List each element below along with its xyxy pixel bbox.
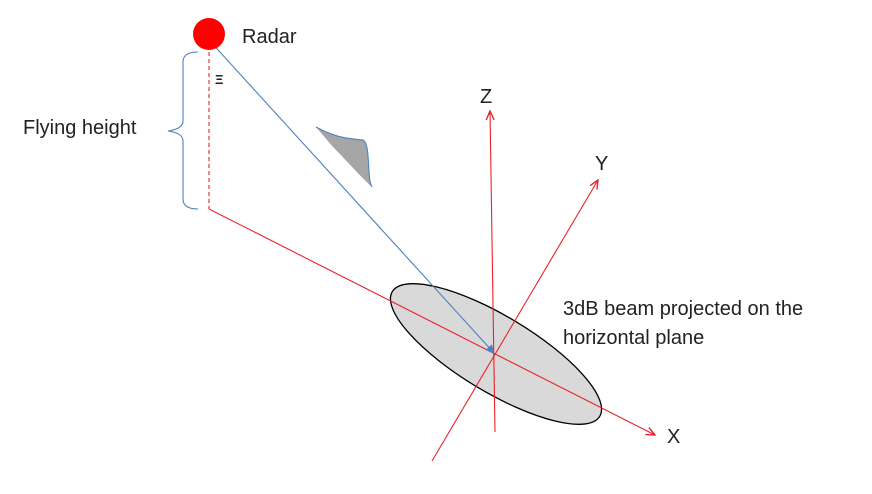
z-axis-line bbox=[490, 111, 496, 433]
beam-profile-shape bbox=[316, 127, 372, 187]
radar-label: Radar bbox=[242, 26, 297, 48]
flying-height-label: Flying height bbox=[23, 117, 137, 139]
ground-track-line bbox=[208, 208, 655, 435]
x-axis-label: X bbox=[667, 426, 680, 448]
beam-caption-line2: horizontal plane bbox=[563, 327, 704, 349]
beam-caption-line1: 3dB beam projected on the bbox=[563, 298, 803, 320]
flying-height-brace bbox=[167, 51, 199, 210]
beam-center-line bbox=[208, 39, 495, 354]
y-axis-label: Y bbox=[595, 153, 608, 175]
z-axis-label: Z bbox=[480, 86, 492, 108]
beam-profile-curve bbox=[315, 126, 373, 188]
y-axis-line bbox=[431, 180, 598, 462]
radar-dot bbox=[193, 18, 225, 50]
angle-symbol: Ξ bbox=[215, 72, 223, 87]
